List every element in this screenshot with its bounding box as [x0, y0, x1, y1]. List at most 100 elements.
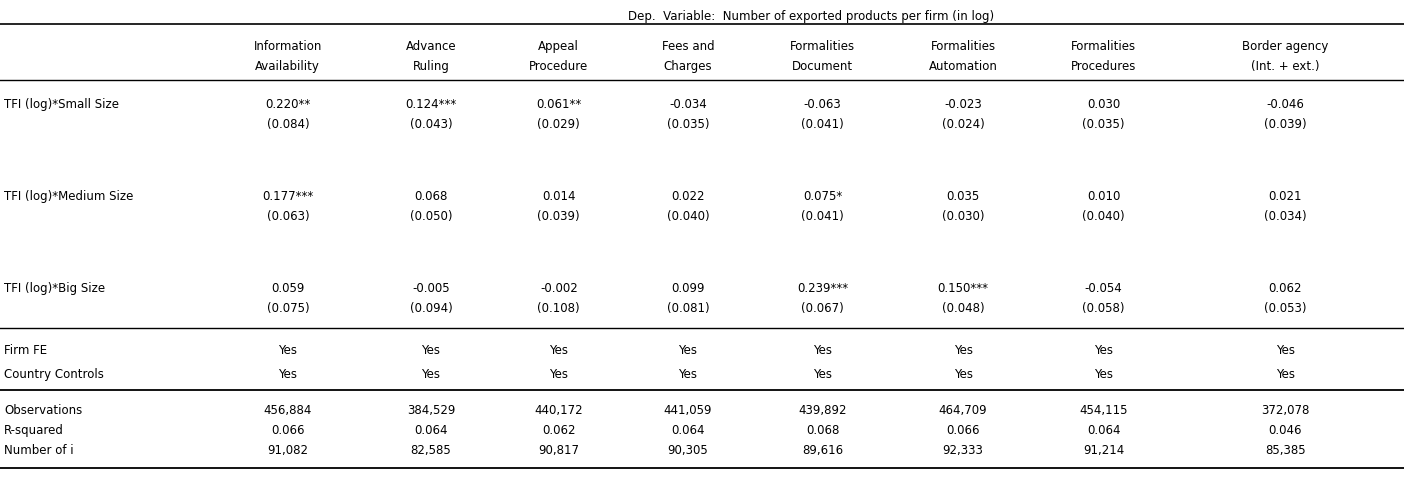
- Text: 456,884: 456,884: [264, 404, 312, 417]
- Text: (0.039): (0.039): [538, 210, 580, 223]
- Text: 372,078: 372,078: [1261, 404, 1310, 417]
- Text: 90,305: 90,305: [667, 444, 709, 457]
- Text: (0.040): (0.040): [1082, 210, 1125, 223]
- Text: (0.050): (0.050): [410, 210, 452, 223]
- Text: Yes: Yes: [813, 344, 833, 357]
- Text: (0.030): (0.030): [942, 210, 984, 223]
- Text: (0.053): (0.053): [1264, 302, 1307, 315]
- Text: Yes: Yes: [421, 344, 441, 357]
- Text: 91,214: 91,214: [1082, 444, 1125, 457]
- Text: Yes: Yes: [549, 368, 569, 381]
- Text: 0.046: 0.046: [1269, 424, 1302, 437]
- Text: 439,892: 439,892: [799, 404, 847, 417]
- Text: 0.099: 0.099: [671, 282, 705, 295]
- Text: Firm FE: Firm FE: [4, 344, 48, 357]
- Text: Yes: Yes: [1276, 344, 1294, 357]
- Text: Automation: Automation: [928, 60, 998, 73]
- Text: (0.084): (0.084): [267, 118, 309, 131]
- Text: Yes: Yes: [278, 344, 298, 357]
- Text: Charges: Charges: [664, 60, 712, 73]
- Text: Yes: Yes: [1094, 344, 1113, 357]
- Text: Appeal: Appeal: [538, 40, 580, 53]
- Text: 464,709: 464,709: [939, 404, 987, 417]
- Text: (0.041): (0.041): [802, 210, 844, 223]
- Text: 0.064: 0.064: [671, 424, 705, 437]
- Text: TFI (log)*Big Size: TFI (log)*Big Size: [4, 282, 105, 295]
- Text: Yes: Yes: [813, 368, 833, 381]
- Text: R-squared: R-squared: [4, 424, 65, 437]
- Text: 0.030: 0.030: [1087, 98, 1120, 111]
- Text: 0.075*: 0.075*: [803, 190, 842, 203]
- Text: 0.150***: 0.150***: [938, 282, 988, 295]
- Text: 0.124***: 0.124***: [406, 98, 456, 111]
- Text: Advance: Advance: [406, 40, 456, 53]
- Text: -0.054: -0.054: [1085, 282, 1122, 295]
- Text: 90,817: 90,817: [538, 444, 580, 457]
- Text: 0.068: 0.068: [806, 424, 840, 437]
- Text: Border agency: Border agency: [1243, 40, 1328, 53]
- Text: -0.005: -0.005: [413, 282, 449, 295]
- Text: (0.035): (0.035): [667, 118, 709, 131]
- Text: Document: Document: [792, 60, 854, 73]
- Text: -0.063: -0.063: [804, 98, 841, 111]
- Text: (0.034): (0.034): [1264, 210, 1307, 223]
- Text: 0.014: 0.014: [542, 190, 576, 203]
- Text: 0.035: 0.035: [946, 190, 980, 203]
- Text: Yes: Yes: [278, 368, 298, 381]
- Text: Dep.  Variable:  Number of exported products per firm (in log): Dep. Variable: Number of exported produc…: [629, 10, 994, 23]
- Text: 89,616: 89,616: [802, 444, 844, 457]
- Text: (0.040): (0.040): [667, 210, 709, 223]
- Text: Availability: Availability: [256, 60, 320, 73]
- Text: 0.066: 0.066: [271, 424, 305, 437]
- Text: Formalities: Formalities: [931, 40, 995, 53]
- Text: 384,529: 384,529: [407, 404, 455, 417]
- Text: Number of i: Number of i: [4, 444, 74, 457]
- Text: Country Controls: Country Controls: [4, 368, 104, 381]
- Text: (0.035): (0.035): [1082, 118, 1125, 131]
- Text: Procedures: Procedures: [1071, 60, 1136, 73]
- Text: 454,115: 454,115: [1080, 404, 1127, 417]
- Text: 0.010: 0.010: [1087, 190, 1120, 203]
- Text: (0.024): (0.024): [942, 118, 984, 131]
- Text: Information: Information: [254, 40, 322, 53]
- Text: (0.048): (0.048): [942, 302, 984, 315]
- Text: Yes: Yes: [1276, 368, 1294, 381]
- Text: (0.058): (0.058): [1082, 302, 1125, 315]
- Text: Yes: Yes: [953, 368, 973, 381]
- Text: (0.063): (0.063): [267, 210, 309, 223]
- Text: 82,585: 82,585: [410, 444, 452, 457]
- Text: (0.075): (0.075): [267, 302, 309, 315]
- Text: 91,082: 91,082: [267, 444, 309, 457]
- Text: 0.066: 0.066: [946, 424, 980, 437]
- Text: 0.064: 0.064: [1087, 424, 1120, 437]
- Text: -0.002: -0.002: [541, 282, 577, 295]
- Text: -0.046: -0.046: [1266, 98, 1304, 111]
- Text: 0.061**: 0.061**: [536, 98, 581, 111]
- Text: Yes: Yes: [421, 368, 441, 381]
- Text: 92,333: 92,333: [942, 444, 984, 457]
- Text: -0.034: -0.034: [670, 98, 706, 111]
- Text: TFI (log)*Small Size: TFI (log)*Small Size: [4, 98, 119, 111]
- Text: (0.081): (0.081): [667, 302, 709, 315]
- Text: 0.068: 0.068: [414, 190, 448, 203]
- Text: 0.064: 0.064: [414, 424, 448, 437]
- Text: 0.022: 0.022: [671, 190, 705, 203]
- Text: (0.043): (0.043): [410, 118, 452, 131]
- Text: 0.021: 0.021: [1269, 190, 1302, 203]
- Text: 441,059: 441,059: [664, 404, 712, 417]
- Text: Procedure: Procedure: [529, 60, 588, 73]
- Text: Yes: Yes: [678, 368, 698, 381]
- Text: 440,172: 440,172: [535, 404, 583, 417]
- Text: TFI (log)*Medium Size: TFI (log)*Medium Size: [4, 190, 133, 203]
- Text: -0.023: -0.023: [945, 98, 981, 111]
- Text: (0.041): (0.041): [802, 118, 844, 131]
- Text: (0.067): (0.067): [802, 302, 844, 315]
- Text: (Int. + ext.): (Int. + ext.): [1251, 60, 1320, 73]
- Text: 0.059: 0.059: [271, 282, 305, 295]
- Text: Formalities: Formalities: [1071, 40, 1136, 53]
- Text: (0.108): (0.108): [538, 302, 580, 315]
- Text: Yes: Yes: [678, 344, 698, 357]
- Text: (0.039): (0.039): [1264, 118, 1307, 131]
- Text: Yes: Yes: [1094, 368, 1113, 381]
- Text: Formalities: Formalities: [790, 40, 855, 53]
